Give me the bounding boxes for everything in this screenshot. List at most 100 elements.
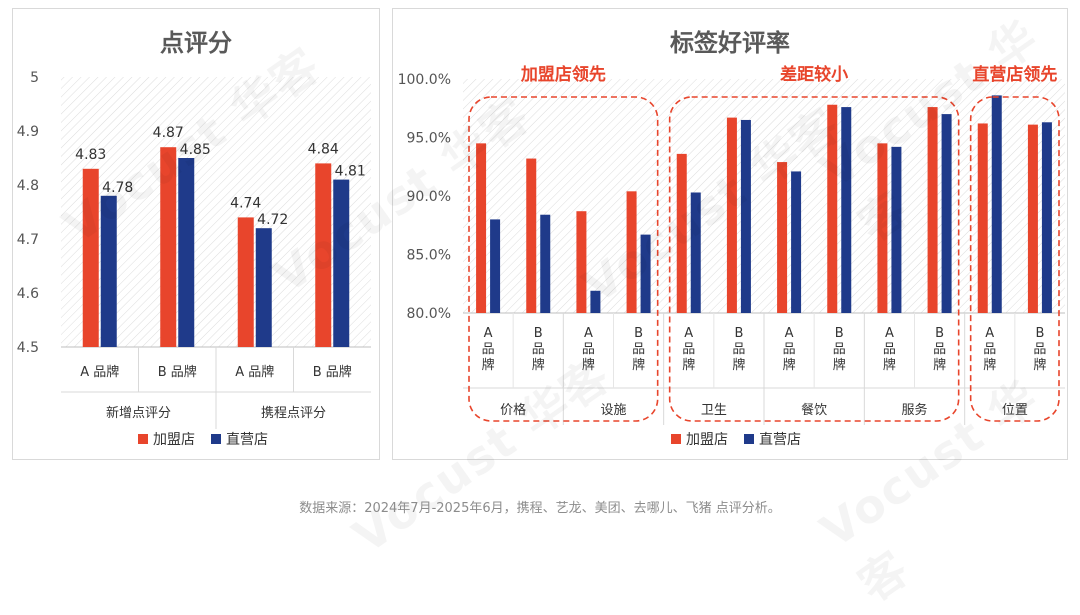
annotation-box bbox=[468, 96, 659, 422]
legend-franchise-2: 加盟店 bbox=[671, 429, 728, 449]
tag-rate-chart-title: 标签好评率 bbox=[670, 29, 790, 57]
bar-franchise bbox=[1027, 124, 1038, 313]
x-category-label: 牌 bbox=[582, 357, 595, 373]
x-category-label: 品 bbox=[682, 342, 695, 357]
x-category-label: 牌 bbox=[732, 357, 745, 373]
x-category-label: A 品牌 bbox=[80, 364, 119, 380]
x-category-label: 牌 bbox=[983, 357, 996, 373]
y-tick-label: 85.0% bbox=[407, 248, 451, 264]
x-category-label: 牌 bbox=[883, 357, 896, 373]
annotation-label: 差距较小 bbox=[780, 64, 848, 85]
x-category-label: 牌 bbox=[1033, 357, 1046, 373]
x-category-label: 品 bbox=[783, 342, 796, 357]
y-tick-label: 100.0% bbox=[398, 72, 451, 88]
x-group-label: 价格 bbox=[500, 402, 526, 418]
y-tick-label: 4.6 bbox=[17, 286, 39, 302]
x-category-label: 品 bbox=[933, 342, 946, 357]
annotation-label: 加盟店领先 bbox=[520, 64, 606, 85]
x-group-label: 新增点评分 bbox=[106, 405, 171, 421]
x-group-label: 卫生 bbox=[701, 403, 727, 418]
tag-rate-chart-legend: 加盟店 直营店 bbox=[671, 429, 801, 449]
bar-direct bbox=[590, 290, 601, 313]
bar-franchise bbox=[526, 158, 537, 313]
y-tick-label: 95.0% bbox=[407, 131, 451, 147]
bar-franchise bbox=[315, 163, 332, 347]
bar-direct bbox=[490, 219, 501, 313]
legend-franchise-swatch-2 bbox=[671, 434, 681, 444]
x-category-label: A bbox=[484, 326, 493, 341]
score-chart-title: 点评分 bbox=[160, 29, 232, 57]
x-category-label: 品 bbox=[983, 342, 996, 357]
bar-franchise bbox=[576, 211, 587, 313]
data-label: 4.72 bbox=[257, 212, 288, 228]
bar-franchise bbox=[827, 104, 838, 314]
data-label: 4.74 bbox=[230, 195, 261, 211]
plot-area bbox=[463, 79, 1065, 313]
legend-direct-label: 直营店 bbox=[226, 432, 268, 448]
tag-rate-chart-svg: 80.0%85.0%90.0%95.0%100.0%A品牌B品牌A品牌B品牌A品… bbox=[398, 64, 1065, 425]
y-tick-label: 90.0% bbox=[407, 189, 451, 205]
x-category-label: B bbox=[835, 326, 844, 341]
data-label: 4.87 bbox=[153, 125, 184, 141]
x-category-label: 牌 bbox=[833, 357, 846, 373]
x-category-label: 品 bbox=[883, 342, 896, 357]
data-label: 4.78 bbox=[102, 180, 133, 196]
tag-rate-chart-panel: 标签好评率 80.0% 85.0% 90.0% 95.0% 100.0% A 品牌 B 品牌 A 品… bbox=[392, 8, 1068, 460]
bar-direct bbox=[891, 146, 902, 313]
y-tick-label: 4.9 bbox=[17, 124, 39, 140]
bar-direct bbox=[991, 95, 1002, 313]
bar-franchise bbox=[877, 143, 888, 313]
x-group-label: 服务 bbox=[901, 402, 927, 418]
bar-direct bbox=[841, 107, 852, 313]
bar-franchise bbox=[160, 147, 177, 347]
bar-direct bbox=[740, 119, 751, 313]
y-tick-label: 4.5 bbox=[17, 340, 39, 356]
data-label: 4.83 bbox=[75, 147, 106, 163]
bar-franchise bbox=[476, 143, 487, 313]
data-label: 4.85 bbox=[180, 142, 211, 158]
bar-direct bbox=[791, 171, 802, 313]
source-note: 数据来源：2024年7月-2025年6月，携程、艺龙、美团、去哪儿、飞猪 点评分… bbox=[299, 501, 781, 516]
x-category-label: B 品牌 bbox=[313, 364, 352, 380]
bar-direct bbox=[255, 228, 272, 347]
bar-direct bbox=[540, 214, 551, 313]
data-label: 4.81 bbox=[335, 164, 366, 180]
x-category-label: A bbox=[584, 326, 593, 341]
x-group-label: 设施 bbox=[600, 403, 626, 418]
x-category-label: B bbox=[1035, 326, 1044, 341]
x-group-label: 位置 bbox=[1002, 403, 1028, 418]
bar-direct bbox=[178, 158, 195, 347]
x-category-label: A bbox=[785, 326, 794, 341]
x-category-label: A bbox=[885, 326, 894, 341]
x-category-label: 牌 bbox=[682, 357, 695, 373]
bar-direct bbox=[100, 195, 117, 347]
bar-franchise bbox=[977, 123, 988, 314]
bar-direct bbox=[690, 192, 701, 313]
x-category-label: 品 bbox=[1033, 342, 1046, 357]
legend-franchise-swatch bbox=[138, 434, 148, 444]
x-category-label: A 品牌 bbox=[235, 364, 274, 380]
bar-direct bbox=[941, 114, 952, 313]
x-category-label: 品 bbox=[482, 342, 495, 357]
annotation-box bbox=[969, 96, 1060, 422]
x-category-label: B bbox=[534, 326, 543, 341]
x-category-label: 牌 bbox=[933, 357, 946, 373]
bar-franchise bbox=[676, 153, 687, 313]
x-group-label: 餐饮 bbox=[801, 402, 827, 418]
annotation-label: 直营店领先 bbox=[972, 64, 1057, 85]
bar-franchise bbox=[82, 168, 99, 347]
bar-franchise bbox=[726, 117, 737, 313]
bar-direct bbox=[1041, 122, 1052, 313]
data-label: 4.84 bbox=[308, 141, 339, 157]
x-category-label: A bbox=[684, 326, 693, 341]
legend-direct-2: 直营店 bbox=[744, 429, 801, 449]
y-tick-label: 80.0% bbox=[407, 306, 451, 322]
score-chart-legend: 加盟店 直营店 bbox=[138, 429, 268, 449]
x-category-label: 牌 bbox=[783, 357, 796, 373]
bar-franchise bbox=[927, 107, 938, 313]
x-category-label: 品 bbox=[532, 342, 545, 357]
x-category-label: 牌 bbox=[482, 357, 495, 373]
x-category-label: 品 bbox=[732, 342, 745, 357]
legend-franchise-label: 加盟店 bbox=[153, 432, 195, 448]
legend-franchise-label-2: 加盟店 bbox=[686, 432, 728, 448]
